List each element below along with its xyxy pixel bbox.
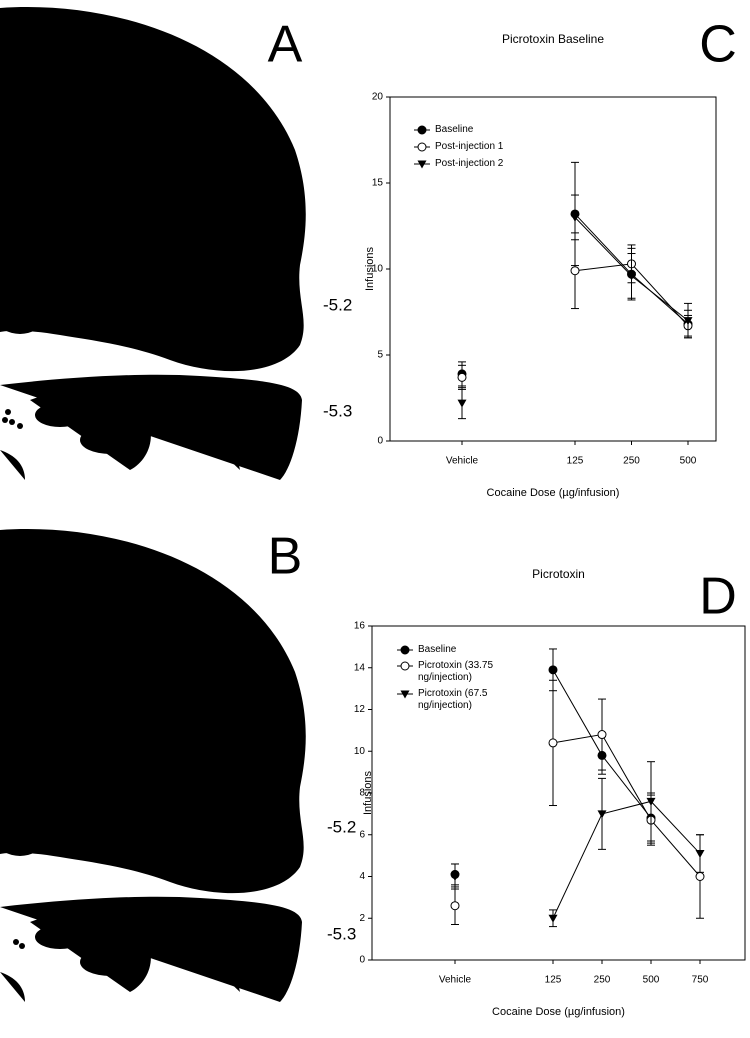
- marker: [646, 797, 656, 806]
- marker: [548, 665, 558, 675]
- marker: [627, 272, 636, 281]
- atlas-label: -5.2: [323, 295, 352, 314]
- x-tick-label: Vehicle: [446, 456, 479, 467]
- x-tick-label: 500: [680, 456, 697, 467]
- chart: Picrotoxin Cocaine Dose (µg/infusion) Infu…: [354, 567, 746, 1018]
- x-tick-label: 125: [567, 456, 584, 467]
- chart-title: Picrotoxin: [532, 567, 585, 581]
- marker: [548, 738, 558, 748]
- legend-label: Baseline: [418, 644, 457, 655]
- x-tick-label: 125: [545, 975, 562, 986]
- y-tick-label: 12: [354, 704, 366, 715]
- series-line: [552, 800, 701, 919]
- x-axis-label: Cocaine Dose (µg/infusion): [492, 1006, 625, 1018]
- marker: [450, 901, 460, 911]
- legend-marker: [400, 661, 410, 671]
- legend-label: Post-injection 1: [435, 141, 504, 152]
- y-tick-label: 8: [359, 788, 365, 799]
- injection-sites: [2, 280, 30, 949]
- y-tick-label: 16: [354, 621, 366, 632]
- series-line: [552, 733, 701, 877]
- x-axis-label: Cocaine Dose (µg/infusion): [487, 487, 620, 499]
- atlas-label: -5.3: [323, 401, 352, 420]
- legend-marker: [400, 645, 410, 655]
- marker: [695, 872, 705, 881]
- atlas-label: -5.3: [327, 924, 356, 943]
- y-axis-label: Infusions: [364, 246, 376, 291]
- y-tick-label: 10: [372, 264, 384, 275]
- x-tick-label: 750: [692, 975, 709, 986]
- marker: [570, 213, 580, 222]
- panel-label: C: [699, 16, 737, 74]
- panel-label: D: [699, 568, 737, 626]
- atlas-section-b: [0, 529, 306, 1002]
- y-axis-label: Infusions: [362, 770, 374, 815]
- y-tick-label: 2: [359, 913, 365, 924]
- y-tick-label: 5: [377, 350, 383, 361]
- y-tick-label: 0: [359, 955, 365, 966]
- panel-label: B: [268, 528, 303, 586]
- legend-marker: [417, 142, 427, 152]
- legend-label: Picrotoxin (67.5 ng/injection): [418, 688, 488, 711]
- atlas-section-a: [0, 7, 306, 480]
- x-tick-label: 250: [594, 975, 611, 986]
- y-tick-label: 14: [354, 662, 366, 673]
- y-tick-label: 6: [359, 829, 365, 840]
- y-tick-label: 10: [354, 746, 366, 757]
- legend-marker: [400, 690, 410, 699]
- marker: [570, 266, 580, 276]
- y-tick-label: 0: [377, 436, 383, 447]
- marker: [457, 399, 467, 408]
- legend-label: Picrotoxin (33.75 ng/injection): [418, 660, 494, 683]
- chart: Picrotoxin Baseline Cocaine Dose (µg/infu…: [364, 32, 717, 499]
- legend-label: Post-injection 2: [435, 158, 504, 169]
- marker: [597, 810, 607, 819]
- marker: [450, 873, 460, 881]
- x-tick-label: 500: [643, 975, 660, 986]
- legend-label: Baseline: [435, 124, 474, 135]
- panel-label: A: [268, 16, 303, 74]
- y-tick-label: 4: [359, 871, 365, 882]
- marker: [683, 317, 693, 326]
- marker: [695, 850, 705, 859]
- atlas-label: -5.2: [327, 817, 356, 836]
- y-tick-label: 20: [372, 92, 384, 103]
- x-tick-label: Vehicle: [439, 975, 472, 986]
- marker: [548, 914, 558, 923]
- marker: [597, 730, 607, 740]
- y-tick-label: 15: [372, 178, 384, 189]
- chart-title: Picrotoxin Baseline: [502, 32, 604, 46]
- marker: [457, 372, 467, 382]
- legend-marker: [417, 160, 427, 169]
- legend-marker: [417, 125, 427, 135]
- x-tick-label: 250: [623, 456, 640, 467]
